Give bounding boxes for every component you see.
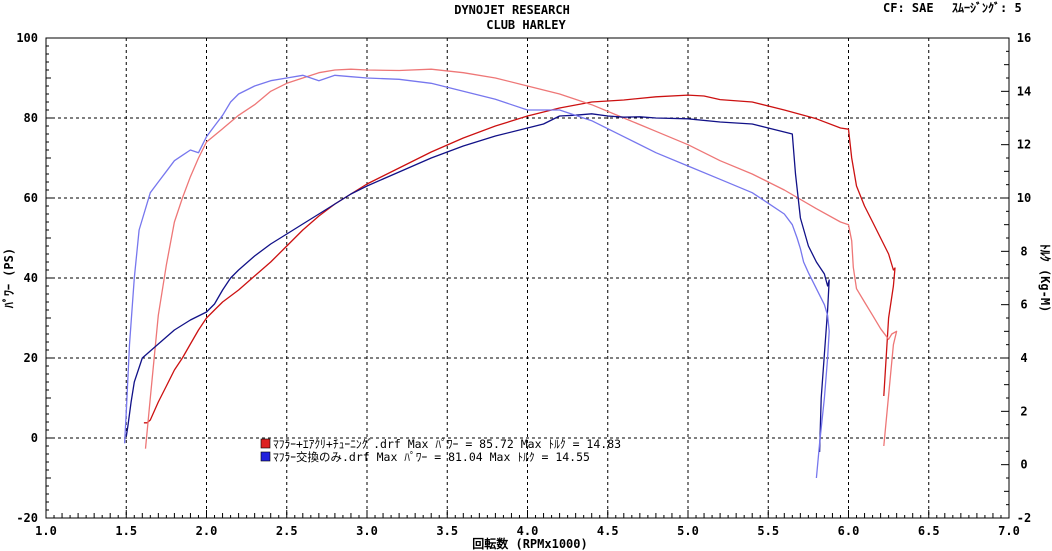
x-tick-labels: 1.0 1.5 2.0 2.5 3.0 3.5 4.0 4.5 5.0 5.5 6.0 6.5 7.0: [35, 524, 1020, 538]
x-tick-label: 3.5: [436, 524, 458, 538]
y-tick-label: 40: [24, 271, 38, 285]
smoothing-label: ｽﾑｰｼﾞﾝｸﾞ: 5: [952, 0, 1022, 15]
y2-tick-label: 12: [1017, 138, 1031, 152]
x-tick-label: 2.0: [196, 524, 218, 538]
y2-tick-labels: -2 0 2 4 6 8 10 12 14 16: [1017, 31, 1031, 525]
legend-swatch-red: [260, 438, 271, 449]
legend-swatch-blue: [260, 451, 271, 462]
cf-label: CF: SAE: [883, 1, 934, 15]
legend-entry-blue: ﾏﾌﾗｰ交換のみ.drf Max ﾊﾟﾜｰ = 81.04 Max ﾄﾙｸ = …: [273, 450, 590, 464]
y2-tick-label: 2: [1020, 404, 1027, 418]
x-tick-label: 4.0: [517, 524, 539, 538]
y2-tick-label: 0: [1020, 458, 1027, 472]
y-tick-label: 20: [24, 351, 38, 365]
legend-entry-red: ﾏﾌﾗｰ+ｴｱｸﾘ+ﾁｭｰﾆﾝｸﾞ.drf Max ﾊﾟﾜｰ = 85.72 M…: [273, 437, 621, 451]
chart-title-line1: DYNOJET RESEARCH: [454, 3, 570, 17]
x-tick-label: 6.0: [838, 524, 860, 538]
y-tick-label: -20: [16, 511, 38, 525]
x-tick-label: 5.0: [677, 524, 699, 538]
y-tick-label: 80: [24, 111, 38, 125]
grid-lines: [46, 38, 1009, 518]
axis-ticks: [45, 37, 1010, 519]
y-tick-label: 0: [31, 431, 38, 445]
x-tick-label: 5.5: [757, 524, 779, 538]
y2-tick-label: 4: [1020, 351, 1027, 365]
y2-tick-label: 6: [1020, 298, 1027, 312]
series-line-blue-torque: [123, 74, 830, 479]
x-tick-label: 7.0: [998, 524, 1020, 538]
chart-title-line2: CLUB HARLEY: [486, 18, 566, 32]
y2-axis-label: ﾄﾙｸ (Kg-M): [1038, 244, 1052, 313]
y2-tick-label: 8: [1020, 244, 1027, 258]
x-tick-label: 2.5: [276, 524, 298, 538]
y2-tick-label: 14: [1017, 84, 1031, 98]
x-tick-label: 4.5: [597, 524, 619, 538]
series-line-blue-power: [125, 113, 830, 453]
series-lines: [123, 68, 898, 479]
y-axis-label: ﾊﾟﾜｰ (PS): [1, 248, 16, 309]
y-tick-label: 60: [24, 191, 38, 205]
x-tick-label: 6.5: [918, 524, 940, 538]
y2-tick-label: 16: [1017, 31, 1031, 45]
y2-tick-label: 10: [1017, 191, 1031, 205]
y2-tick-label: -2: [1017, 511, 1031, 525]
legend: ﾏﾌﾗｰ+ｴｱｸﾘ+ﾁｭｰﾆﾝｸﾞ.drf Max ﾊﾟﾜｰ = 85.72 M…: [260, 437, 621, 464]
series-line-red-power: [143, 94, 896, 424]
x-tick-label: 1.5: [115, 524, 137, 538]
y-tick-label: 100: [16, 31, 38, 45]
x-tick-label: 1.0: [35, 524, 57, 538]
x-axis-label: 回転数 (RPMx1000): [472, 536, 587, 551]
series-line-red-torque: [144, 68, 898, 449]
y-tick-labels: -20 0 20 40 60 80 100: [16, 31, 38, 525]
x-tick-label: 3.0: [356, 524, 378, 538]
